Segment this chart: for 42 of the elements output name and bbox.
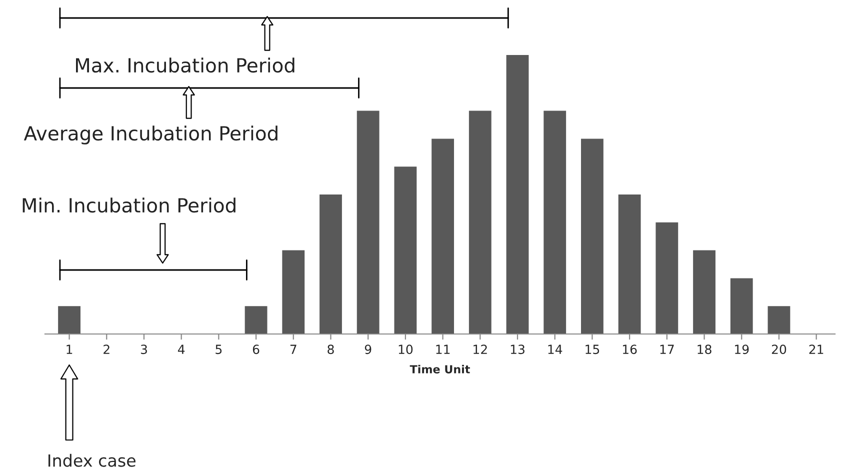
x-tick-label: 8 [328,344,334,354]
x-tick-label: 20 [772,344,786,354]
bar [506,55,529,334]
x-tick-label: 14 [548,344,562,354]
bar [356,110,380,334]
x-tick-label: 21 [809,344,824,354]
bar [58,306,80,334]
x-tick-label: 11 [436,344,450,354]
x-tick-label: 13 [510,344,524,354]
x-tick-label: 16 [622,344,637,354]
x-tick-label: 15 [586,344,600,354]
annotation: Min. Incubation Period [22,198,236,213]
x-tick-label: 5 [216,344,222,354]
x-tick-label: 4 [178,344,185,354]
x-tick-label: 19 [735,344,749,354]
bar [394,166,417,334]
x-tick-label: 17 [660,344,674,354]
bar [320,194,342,334]
bar [244,306,268,334]
annotation: Max. Incubation Period [76,58,294,73]
x-tick-label: 1 [66,344,72,354]
x-tick-label: 10 [398,344,413,354]
x-tick-label: 6 [252,344,260,354]
bar [768,306,790,334]
bar [656,222,678,334]
bar [544,110,566,334]
bar [432,138,454,334]
bar [693,250,716,334]
x-tick-label: 3 [140,344,147,354]
bar [282,250,305,334]
bar [730,278,753,334]
x-axis-title: Time Unit [410,364,470,374]
x-tick-label: 18 [698,344,712,354]
x-tick-label: 9 [364,344,372,354]
text: Index case [48,454,136,467]
bar [468,110,492,334]
bar [581,138,604,334]
bar [618,194,641,334]
annotation: Average Incubation Period [24,126,278,144]
x-tick-label: 2 [104,344,110,354]
x-tick-label: 12 [474,344,487,354]
x-tick-label: 7 [290,344,296,354]
